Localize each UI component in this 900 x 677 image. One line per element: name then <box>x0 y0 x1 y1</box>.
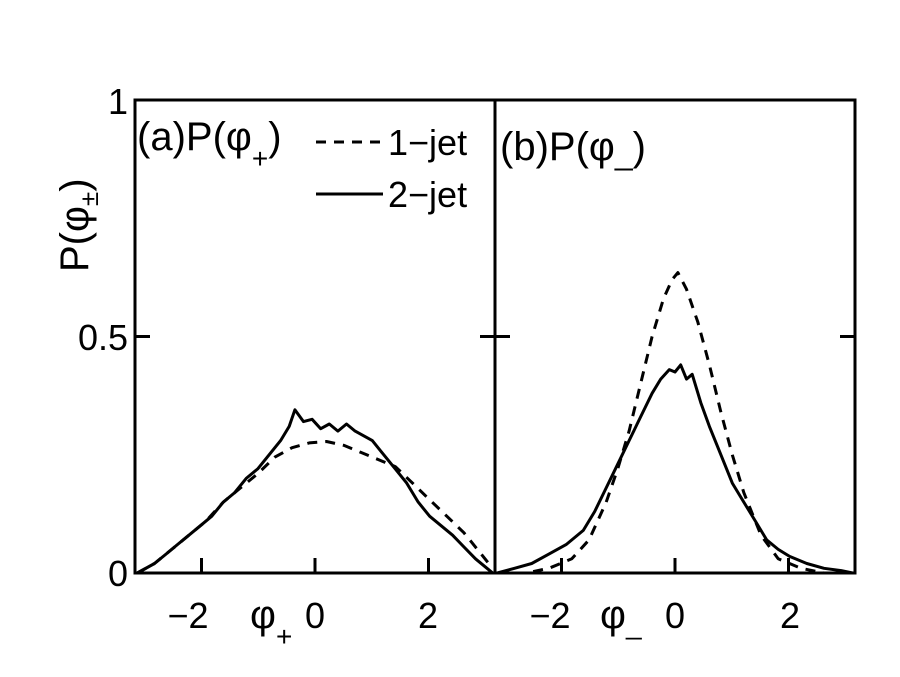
x-axis-label-b-sub: _ <box>625 609 642 640</box>
panel-a-x-ticks: −2 0 2 <box>167 558 438 636</box>
series-layer <box>136 271 854 575</box>
panel-a-label-sub: + <box>252 143 268 174</box>
panel-b-label: (b)P(φ_) <box>500 125 646 171</box>
x-axis-label-a-main: φ <box>250 593 276 637</box>
y-axis-label: P(φ±) <box>53 178 104 272</box>
panel-b-frame <box>493 98 857 575</box>
y-tick-label-1: 1 <box>108 81 128 122</box>
series-line-b-1-jet <box>497 271 853 575</box>
panel-b-label-main: (b)P(φ <box>500 125 615 169</box>
series-line-a-2-jet <box>136 408 494 575</box>
x-tick-label-a-neg2: −2 <box>167 595 208 636</box>
panel-a-label: (a)P(φ+) <box>137 115 282 174</box>
y-tick-label-0.5: 0.5 <box>78 317 128 358</box>
legend-label-1-jet: 1−jet <box>388 122 467 163</box>
panel-b-x-ticks: −2 0 2 <box>529 558 800 636</box>
x-axis-label-b-main: φ <box>600 593 626 637</box>
y-axis-label-main: P(φ <box>53 206 97 272</box>
panel-a-label-close: ) <box>268 115 281 159</box>
y-axis-label-close: ) <box>53 178 97 191</box>
x-axis-label-b: φ_ <box>600 593 642 640</box>
series-line-b-2-jet <box>496 363 854 575</box>
panel-a-y-ticks: 0 0.5 1 <box>78 81 855 594</box>
x-tick-label-b-2: 2 <box>780 595 800 636</box>
x-tick-label-a-2: 2 <box>418 595 438 636</box>
legend-label-2-jet: 2−jet <box>388 174 467 215</box>
x-tick-label-b-0: 0 <box>665 595 685 636</box>
panel-b-label-sub: _ <box>614 135 634 171</box>
x-tick-label-a-0: 0 <box>305 595 325 636</box>
x-axis-label-a: φ+ <box>250 593 292 652</box>
legend: 1−jet 2−jet <box>316 122 467 215</box>
x-tick-label-b-neg2: −2 <box>529 595 570 636</box>
panel-a-frame <box>133 98 497 575</box>
y-tick-label-0: 0 <box>108 553 128 594</box>
panel-b-label-close: ) <box>633 125 646 169</box>
x-axis-label-a-sub: + <box>276 621 292 652</box>
panel-a-label-main: (a)P(φ <box>137 115 252 159</box>
y-axis-label-sub: ± <box>74 192 104 206</box>
series-line-a-1-jet <box>136 440 494 575</box>
